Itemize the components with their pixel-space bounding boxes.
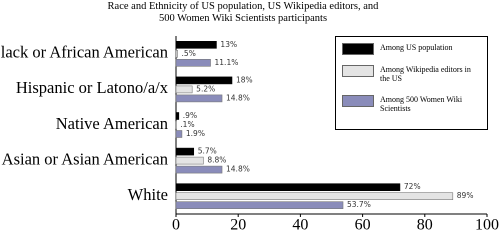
y-tick-label: Native American [56,114,168,133]
bar [175,130,183,138]
y-tick-label: Asian or Asian American [2,149,168,168]
y-tick-label: White [128,185,168,204]
bar [175,76,233,85]
bar [175,156,204,165]
value-label: .5% [182,49,196,58]
value-label: 5.7% [198,147,217,156]
bar [175,201,344,209]
x-tick-label: 100 [475,217,499,234]
value-label: .9% [183,111,197,120]
value-label: 14.8% [226,93,250,102]
x-tick-label: 20 [230,217,246,234]
bar [175,192,454,200]
bar [175,58,211,67]
bar [175,49,178,58]
value-label: 5.2% [196,84,215,93]
value-label: 1.9% [186,129,205,138]
bar [175,147,195,156]
y-tick-label: Black or African American [0,43,168,62]
y-tick-label: Hispanic or Latono/a/x [16,78,169,97]
legend-label: Among US population [380,43,453,52]
bar [175,165,223,174]
value-label: .1% [180,120,194,129]
chart: 0 20 40 60 80 100 Black or African American 13%… [0,36,499,234]
bar [175,112,180,120]
x-tick-label: 80 [417,217,433,234]
legend-label: Among 500 Women Wiki Scientists [380,95,463,113]
value-label: 72% [404,182,421,191]
legend: Among US population Among Wikipedia edito… [335,36,488,130]
bar [175,85,193,94]
legend-swatch [342,43,374,55]
x-tick-label: 60 [355,217,371,234]
x-tick-label: 0 [172,217,180,234]
legend-swatch [342,95,374,107]
page: Race and Ethnicity of US population, US … [0,0,500,234]
legend-swatch [342,65,374,77]
value-label: 89% [457,191,474,200]
value-label: 53.7% [347,200,371,209]
legend-label: Among Wikipedia editors in the US [380,65,471,83]
value-label: 14.8% [226,165,250,174]
value-label: 8.8% [207,156,226,165]
legend-entry: Among US population [342,43,480,55]
bar [175,40,217,49]
value-label: 13% [220,40,237,49]
bar [175,183,401,191]
legend-entry: Among Wikipedia editors in the US [342,65,480,83]
value-label: 18% [236,75,253,84]
legend-entry: Among 500 Women Wiki Scientists [342,95,480,113]
x-tick-label: 40 [292,217,308,234]
chart-title: Race and Ethnicity of US population, US … [107,1,379,24]
bar [175,94,223,103]
value-label: 11.1% [215,58,239,67]
